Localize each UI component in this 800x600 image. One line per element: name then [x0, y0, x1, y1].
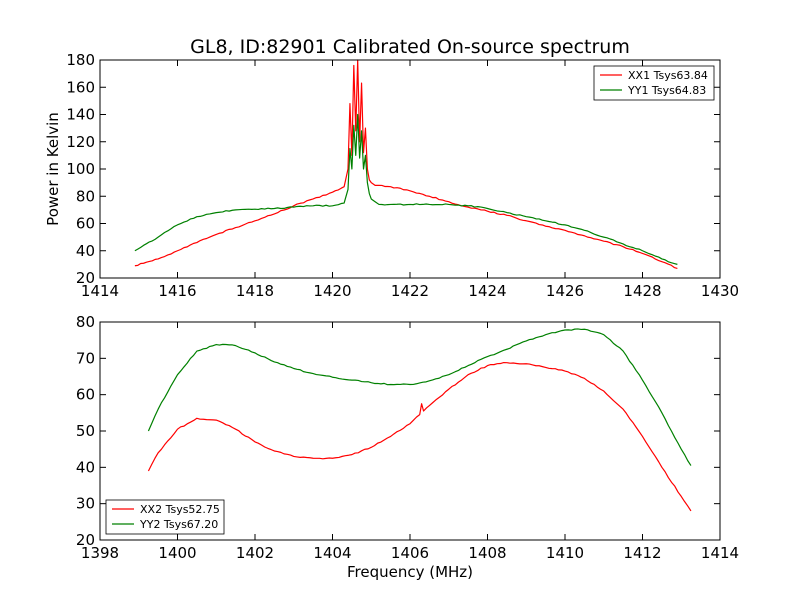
x-tick-label: 1408 — [468, 544, 506, 562]
legend-entry: YY2 Tsys67.20 — [139, 518, 218, 531]
x-tick-label: 1410 — [546, 544, 584, 562]
x-tick-label: 1400 — [158, 544, 196, 562]
x-tick-label: 1406 — [391, 544, 429, 562]
series-line-1-2 — [134, 113, 678, 265]
x-tick-label: 1414 — [701, 544, 739, 562]
y-tick-label: 60 — [76, 215, 95, 233]
y-tick-label: 20 — [76, 269, 95, 287]
legend-box — [593, 65, 715, 101]
x-tick-label: 1398 — [81, 544, 119, 562]
y-tick-label: 140 — [66, 106, 95, 124]
x-tick-label: 1420 — [313, 282, 351, 300]
x-tick-label: 1404 — [313, 544, 351, 562]
legend-entry: XX1 Tsys63.84 — [628, 69, 708, 82]
y-tick-label: 120 — [66, 133, 95, 151]
y-tick-label: 80 — [76, 187, 95, 205]
y-tick-label: 50 — [76, 422, 95, 440]
y-tick-label: 60 — [76, 386, 95, 404]
y-tick-label: 40 — [76, 458, 95, 476]
y-tick-label: 40 — [76, 242, 95, 260]
series-line-2-1 — [147, 362, 692, 512]
x-axis-label: Frequency (MHz) — [347, 563, 473, 581]
y-tick-label: 30 — [76, 495, 95, 513]
legend-1: XX1 Tsys63.84 YY1 Tsys64.83 — [593, 65, 715, 101]
legend-box — [105, 499, 225, 535]
x-tick-label: 1422 — [391, 282, 429, 300]
legend-entry: YY1 Tsys64.83 — [627, 84, 706, 97]
chart-panel-2: 1398 1400 1402 1404 1406 1408 1410 1412 1414 20 30… — [76, 313, 739, 581]
x-tick-label: 1426 — [546, 282, 584, 300]
y-tick-label: 70 — [76, 349, 95, 367]
figure-title: GL8, ID:82901 Calibrated On-source spect… — [190, 36, 630, 58]
x-tick-label: 1428 — [623, 282, 661, 300]
x-tick-label: 1430 — [701, 282, 739, 300]
y-tick-label: 180 — [66, 51, 95, 69]
y-axis-label: Power in Kelvin — [44, 112, 62, 226]
series-line-1-1 — [134, 59, 678, 270]
legend-2: XX2 Tsys52.75 YY2 Tsys67.20 — [105, 499, 225, 535]
y-tick-label: 160 — [66, 78, 95, 96]
series-line-2-2 — [147, 328, 692, 466]
x-tick-label: 1402 — [236, 544, 274, 562]
legend-entry: XX2 Tsys52.75 — [140, 503, 220, 516]
x-tick-label: 1418 — [236, 282, 274, 300]
panels: 1414 1416 1418 1420 1422 1424 1426 1428 1430 20 40… — [44, 51, 739, 581]
x-tick-label: 1414 — [81, 282, 119, 300]
x-tick-label: 1412 — [623, 544, 661, 562]
x-tick-label: 1416 — [158, 282, 196, 300]
y-tick-label: 100 — [66, 160, 95, 178]
chart-panel-1: 1414 1416 1418 1420 1422 1424 1426 1428 1430 20 40… — [44, 51, 739, 300]
y-tick-label: 20 — [76, 531, 95, 549]
y-tick-label: 80 — [76, 313, 95, 331]
x-tick-label: 1424 — [468, 282, 506, 300]
